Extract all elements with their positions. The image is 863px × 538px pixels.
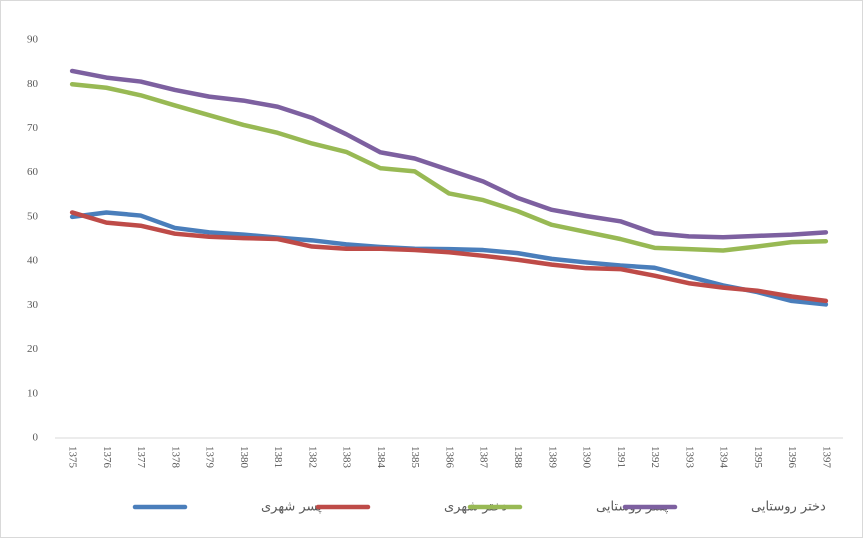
- x-tick-label: 1387: [478, 446, 490, 469]
- x-tick-label: 1386: [443, 446, 455, 469]
- y-tick-label: 20: [27, 343, 39, 355]
- x-tick-label: 1383: [341, 446, 353, 469]
- x-tick-label: 1384: [375, 446, 387, 469]
- x-tick-label: 1385: [409, 446, 421, 469]
- y-tick-label: 60: [27, 166, 39, 178]
- y-tick-label: 70: [27, 122, 39, 134]
- legend-label: پسر شهری: [261, 500, 322, 515]
- x-tick-label: 1393: [683, 446, 695, 469]
- chart: 0 10 20 30 40 50 60 70 80 90 1375 1376 1377 1378 1379 1…: [0, 0, 863, 538]
- x-tick-label: 1380: [238, 446, 250, 469]
- y-tick-label: 80: [27, 78, 39, 90]
- x-tick-label: 1382: [306, 446, 318, 468]
- x-tick-label: 1378: [169, 446, 181, 469]
- x-tick-label: 1376: [101, 446, 113, 469]
- x-tick-label: 1375: [67, 446, 79, 469]
- x-tick-label: 1381: [272, 446, 284, 468]
- y-tick-label: 90: [27, 34, 39, 46]
- x-tick-label: 1379: [204, 446, 216, 469]
- y-tick-label: 0: [33, 432, 39, 444]
- x-tick-label: 1388: [512, 446, 524, 469]
- y-tick-label: 40: [27, 255, 39, 267]
- legend-label: دختر روستایی: [751, 500, 826, 515]
- x-tick-label: 1389: [546, 446, 558, 469]
- x-tick-label: 1395: [752, 446, 764, 469]
- y-tick-label: 30: [27, 299, 39, 311]
- x-tick-label: 1392: [649, 446, 661, 468]
- x-tick-label: 1391: [615, 446, 627, 468]
- page: {"chart_data": {"type": "line", "categor…: [0, 0, 863, 538]
- y-tick-label: 50: [27, 210, 39, 222]
- x-tick-label: 1390: [581, 446, 593, 469]
- x-tick-label: 1394: [718, 446, 730, 469]
- y-tick-label: 10: [27, 387, 39, 399]
- x-tick-label: 1377: [135, 446, 147, 469]
- x-tick-label: 1396: [786, 446, 798, 469]
- x-tick-label: 1397: [820, 446, 832, 469]
